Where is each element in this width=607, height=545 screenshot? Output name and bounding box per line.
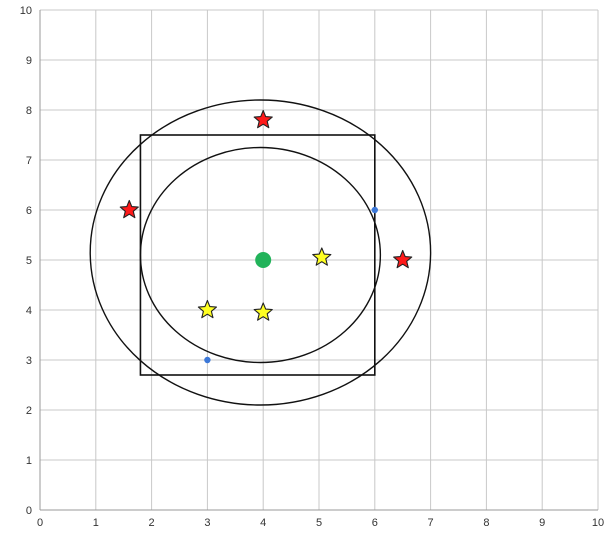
red-star-point <box>253 109 273 129</box>
blue-dot-point <box>204 356 211 364</box>
red-star-point <box>393 249 413 269</box>
y-tick-label: 3 <box>26 355 32 367</box>
square-outline <box>139 134 376 376</box>
x-tick-label: 2 <box>149 517 155 529</box>
y-tick-label: 4 <box>26 305 32 317</box>
y-tick-label: 1 <box>26 455 32 467</box>
yellow-star-point <box>312 247 332 266</box>
circle-outline <box>89 99 432 406</box>
y-tick-label: 0 <box>26 505 32 517</box>
y-tick-label: 6 <box>26 205 32 217</box>
red-star-point <box>119 199 139 219</box>
x-tick-label: 10 <box>592 517 604 529</box>
y-tick-label: 5 <box>26 255 32 267</box>
green-circle-point <box>255 252 272 268</box>
yellow-star-point <box>197 299 217 319</box>
x-tick-label: 5 <box>316 517 322 529</box>
y-tick-label: 2 <box>26 405 32 417</box>
y-tick-label: 7 <box>26 155 32 167</box>
x-tick-label: 6 <box>372 517 378 529</box>
grid <box>39 9 599 511</box>
x-tick-label: 0 <box>37 517 43 529</box>
x-tick-label: 4 <box>260 517 266 529</box>
yellow-star-point <box>253 302 273 321</box>
data-markers <box>119 109 413 364</box>
blue-dot-point <box>371 206 378 214</box>
y-tick-label: 9 <box>26 55 32 67</box>
y-tick-label: 10 <box>20 5 32 17</box>
x-tick-label: 8 <box>483 517 489 529</box>
x-tick-label: 3 <box>204 517 210 529</box>
axes: 0 1 2 3 4 5 6 7 8 9 10 0 1 2 3 4 5 6 7 8 9 10 <box>20 5 604 529</box>
annotation-shapes <box>89 99 432 406</box>
x-tick-label: 1 <box>93 517 99 529</box>
x-tick-label: 7 <box>428 517 434 529</box>
y-tick-label: 8 <box>26 105 32 117</box>
x-tick-label: 9 <box>539 517 545 529</box>
